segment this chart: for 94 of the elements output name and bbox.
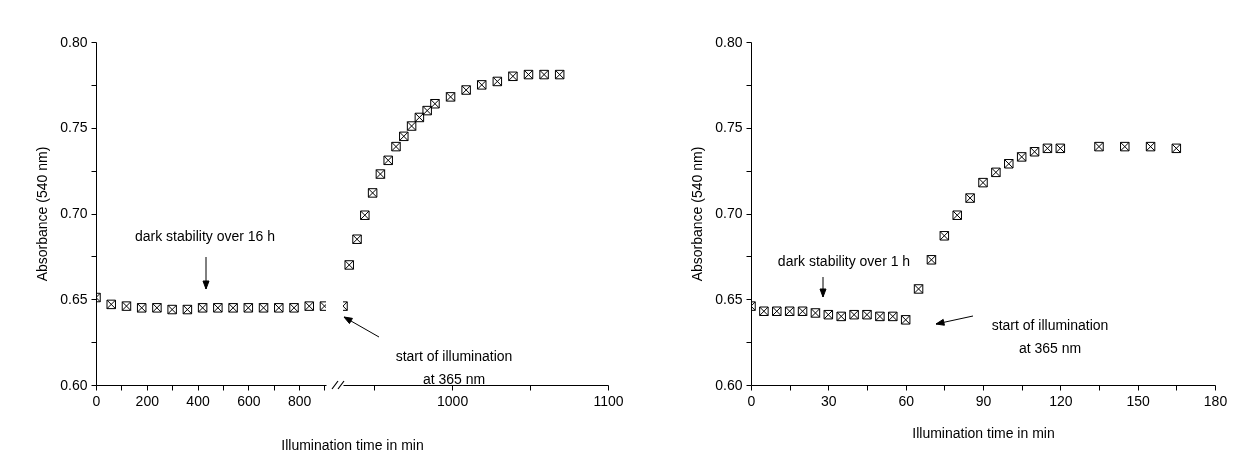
point bbox=[991, 167, 1001, 178]
x-tick-label: 30 bbox=[821, 392, 837, 409]
point bbox=[375, 169, 386, 179]
x-tick-label: 200 bbox=[135, 392, 160, 409]
x-tick-label: 1100 bbox=[593, 392, 624, 409]
y-tick-label: 0.70 bbox=[60, 205, 88, 221]
point bbox=[476, 80, 487, 90]
point bbox=[136, 303, 147, 313]
y-tick-label: 0.60 bbox=[715, 376, 743, 393]
point bbox=[213, 303, 223, 313]
point bbox=[289, 303, 299, 313]
x-axis-title: Illumination time in min bbox=[912, 424, 1055, 441]
point bbox=[554, 69, 565, 80]
point bbox=[823, 309, 834, 320]
x-tick-label: 0 bbox=[92, 392, 101, 409]
point bbox=[406, 121, 417, 131]
x-axis-title: Illumination time in min bbox=[281, 436, 424, 453]
point bbox=[965, 193, 975, 203]
point bbox=[182, 304, 193, 315]
y-tick-label: 0.65 bbox=[715, 290, 743, 307]
point bbox=[461, 85, 471, 95]
x-tick-label: 150 bbox=[1126, 392, 1151, 409]
y-tick-label: 0.80 bbox=[715, 33, 743, 50]
point bbox=[862, 309, 872, 320]
y-tick-label: 0.70 bbox=[715, 205, 743, 221]
point bbox=[391, 141, 401, 152]
point bbox=[913, 284, 924, 294]
point bbox=[1016, 152, 1027, 162]
point bbox=[422, 105, 432, 116]
point bbox=[152, 303, 162, 313]
point bbox=[849, 309, 859, 320]
point bbox=[797, 306, 808, 316]
point bbox=[360, 210, 370, 220]
point bbox=[1042, 143, 1053, 154]
point bbox=[1055, 143, 1066, 154]
point bbox=[367, 188, 378, 198]
x-tick-label: 400 bbox=[186, 392, 210, 409]
point bbox=[939, 231, 950, 241]
annotation: dark stability over 16 h bbox=[134, 228, 276, 244]
point bbox=[900, 315, 911, 325]
point bbox=[274, 303, 284, 313]
y-axis-title: Absorbance (540 nm) bbox=[689, 146, 706, 282]
point bbox=[445, 92, 456, 102]
x-tick-label: 1000 bbox=[437, 392, 469, 409]
point bbox=[352, 234, 362, 244]
point bbox=[492, 76, 503, 87]
point bbox=[344, 260, 354, 270]
point bbox=[926, 255, 937, 265]
point bbox=[1029, 147, 1040, 157]
point bbox=[430, 99, 440, 109]
point bbox=[978, 177, 988, 188]
point bbox=[414, 112, 425, 123]
x-tick-label: 60 bbox=[898, 392, 915, 409]
point bbox=[810, 308, 821, 318]
y-tick-label: 0.75 bbox=[60, 119, 88, 136]
x-tick-label: 0 bbox=[747, 392, 756, 409]
point bbox=[1004, 159, 1014, 169]
point bbox=[772, 306, 782, 316]
annotation: start of illumination at 365 nm bbox=[991, 317, 1109, 356]
x-tick-label: 120 bbox=[1049, 392, 1073, 409]
point bbox=[836, 311, 846, 322]
point bbox=[952, 210, 962, 220]
point bbox=[258, 303, 269, 313]
point bbox=[106, 299, 116, 310]
x-tick-label: 90 bbox=[975, 392, 992, 409]
y-axis-title: Absorbance (540 nm) bbox=[34, 146, 51, 282]
point bbox=[759, 306, 769, 316]
annotation: dark stability over 1 h bbox=[777, 253, 911, 269]
y-tick-label: 0.80 bbox=[60, 33, 88, 50]
point bbox=[243, 303, 254, 313]
point bbox=[539, 69, 549, 80]
point bbox=[1171, 143, 1182, 154]
point bbox=[1145, 141, 1156, 152]
point bbox=[1094, 141, 1104, 152]
point bbox=[1120, 141, 1130, 152]
point bbox=[228, 303, 238, 313]
point bbox=[523, 69, 534, 80]
point bbox=[784, 306, 795, 316]
point bbox=[121, 301, 132, 311]
x-tick-label: 180 bbox=[1203, 392, 1228, 409]
annotation: start of illumination at 365 nm bbox=[395, 348, 513, 387]
point bbox=[875, 311, 885, 322]
point bbox=[383, 155, 393, 166]
point bbox=[508, 71, 518, 82]
x-tick-label: 800 bbox=[287, 392, 312, 409]
x-tick-label: 600 bbox=[237, 392, 261, 409]
point bbox=[399, 131, 409, 142]
y-tick-label: 0.60 bbox=[60, 376, 88, 393]
point bbox=[304, 301, 314, 311]
y-tick-label: 0.65 bbox=[60, 290, 88, 307]
y-tick-label: 0.75 bbox=[715, 119, 743, 136]
point bbox=[197, 303, 208, 313]
point bbox=[167, 304, 177, 315]
point bbox=[888, 311, 898, 322]
